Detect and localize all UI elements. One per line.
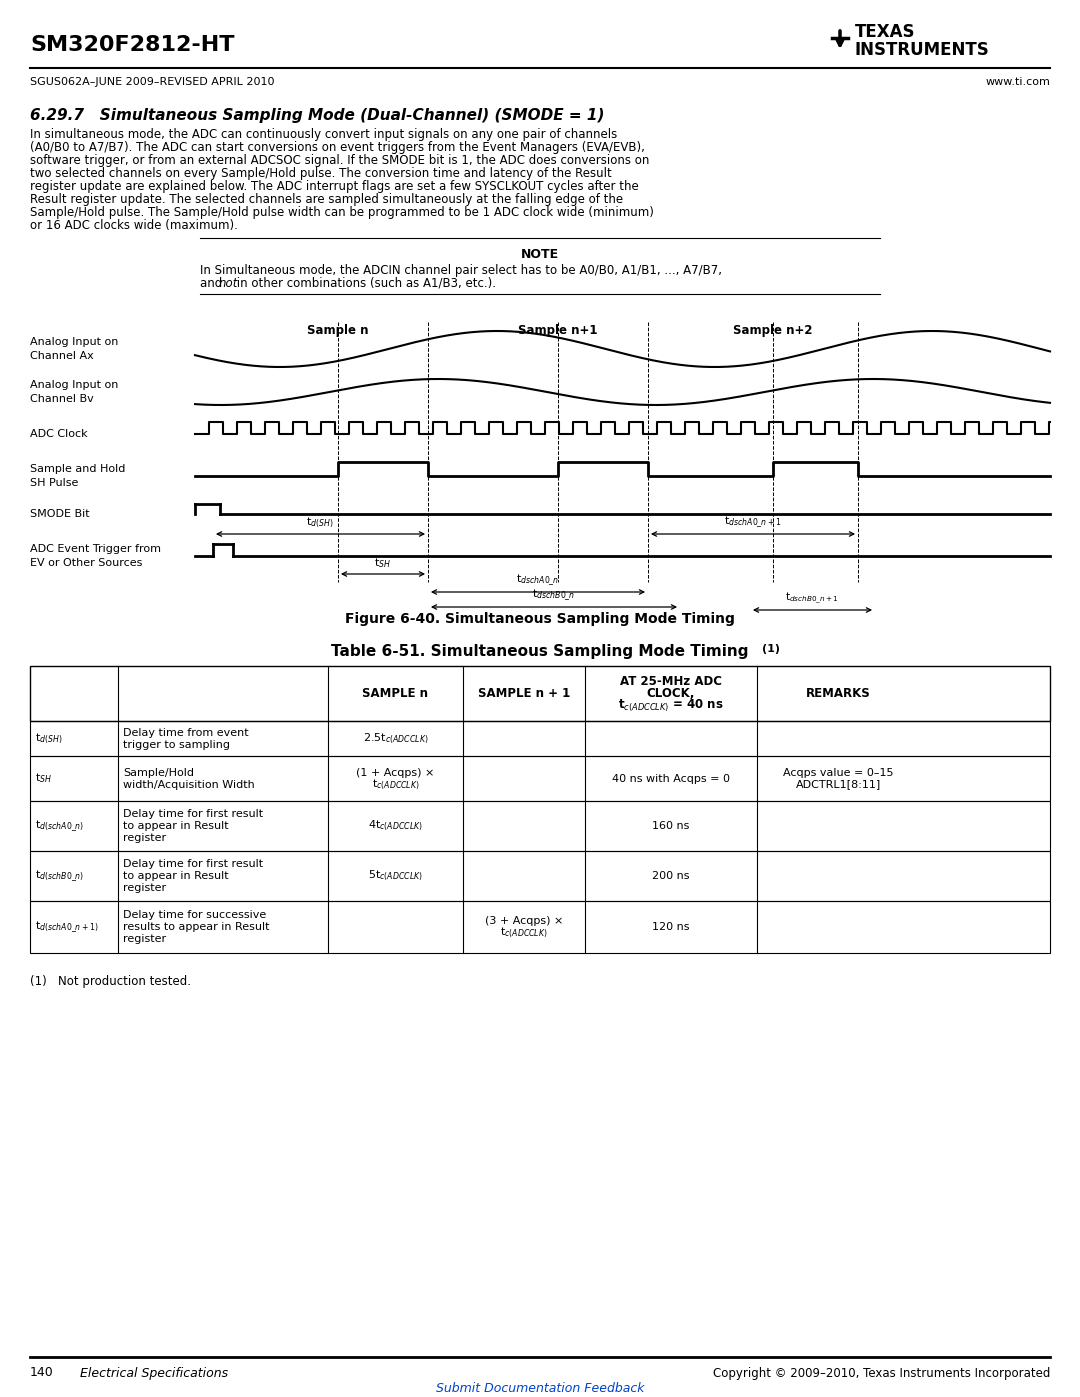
Bar <box>30 666 1050 721</box>
Text: Delay time for first result: Delay time for first result <box>123 859 264 869</box>
Text: In Simultaneous mode, the ADCIN channel pair select has to be A0/B0, A1/B1, ...,: In Simultaneous mode, the ADCIN channel … <box>200 264 723 277</box>
Text: In simultaneous mode, the ADC can continuously convert input signals on any one : In simultaneous mode, the ADC can contin… <box>30 129 618 141</box>
Text: www.ti.com: www.ti.com <box>985 77 1050 87</box>
Text: 160 ns: 160 ns <box>652 821 690 831</box>
Text: t$_{dschB0\_n+1}$: t$_{dschB0\_n+1}$ <box>785 591 839 606</box>
Text: software trigger, or from an external ADCSOC signal. If the SMODE bit is 1, the : software trigger, or from an external AD… <box>30 154 649 168</box>
Text: NOTE: NOTE <box>521 249 559 261</box>
Text: 120 ns: 120 ns <box>652 922 690 932</box>
Text: to appear in Result: to appear in Result <box>123 870 229 882</box>
Text: (A0/B0 to A7/B7). The ADC can start conversions on event triggers from the Event: (A0/B0 to A7/B7). The ADC can start conv… <box>30 141 645 154</box>
Text: 40 ns with Acqps = 0: 40 ns with Acqps = 0 <box>612 774 730 784</box>
Text: t$_{c(ADCCLK)}$: t$_{c(ADCCLK)}$ <box>372 777 419 792</box>
Text: INSTRUMENTS: INSTRUMENTS <box>855 41 989 59</box>
Text: CLOCK,: CLOCK, <box>647 687 696 700</box>
Text: 200 ns: 200 ns <box>652 870 690 882</box>
Text: t$_{dschA0\_n}$: t$_{dschA0\_n}$ <box>516 573 559 588</box>
Text: register: register <box>123 833 166 842</box>
Text: t$_{d(SH)}$: t$_{d(SH)}$ <box>35 731 63 746</box>
Text: two selected channels on every Sample/Hold pulse. The conversion time and latenc: two selected channels on every Sample/Ho… <box>30 168 611 180</box>
Text: REMARKS: REMARKS <box>806 687 870 700</box>
Bar <box>30 901 1050 953</box>
Text: Acqps value = 0–15: Acqps value = 0–15 <box>783 767 894 778</box>
Text: Sample/Hold pulse. The Sample/Hold pulse width can be programmed to be 1 ADC clo: Sample/Hold pulse. The Sample/Hold pulse… <box>30 205 653 219</box>
Text: t$_{c(ADCCLK)}$: t$_{c(ADCCLK)}$ <box>500 926 548 940</box>
Text: register update are explained below. The ADC interrupt flags are set a few SYSCL: register update are explained below. The… <box>30 180 638 193</box>
Text: 4t$_{c(ADCCLK)}$: 4t$_{c(ADCCLK)}$ <box>368 819 423 833</box>
Text: (3 + Acqps) ×: (3 + Acqps) × <box>485 916 563 926</box>
Text: 2.5t$_{c(ADCCLK)}$: 2.5t$_{c(ADCCLK)}$ <box>363 731 429 746</box>
Bar <box>30 756 1050 800</box>
Text: (1 + Acqps) ×: (1 + Acqps) × <box>356 767 434 778</box>
Text: Sample n+1: Sample n+1 <box>518 324 597 337</box>
Text: t$_{d(schA0\_n+1)}$: t$_{d(schA0\_n+1)}$ <box>35 919 98 935</box>
Text: trigger to sampling: trigger to sampling <box>123 739 230 750</box>
Text: Channel Ax: Channel Ax <box>30 351 94 360</box>
Text: ADCTRL1[8:11]: ADCTRL1[8:11] <box>796 780 881 789</box>
Text: SAMPLE n + 1: SAMPLE n + 1 <box>477 687 570 700</box>
Text: t$_{dschB0\_n}$: t$_{dschB0\_n}$ <box>532 588 576 604</box>
Text: t$_{c(ADCCLK)}$ = 40 ns: t$_{c(ADCCLK)}$ = 40 ns <box>618 697 724 714</box>
Text: Sample n+2: Sample n+2 <box>733 324 813 337</box>
Text: Delay time for first result: Delay time for first result <box>123 809 264 819</box>
Text: 5t$_{c(ADCCLK)}$: 5t$_{c(ADCCLK)}$ <box>368 869 423 883</box>
Text: t$_{dschA0\_n+1}$: t$_{dschA0\_n+1}$ <box>725 514 782 529</box>
Text: Analog Input on: Analog Input on <box>30 380 119 390</box>
Text: Sample n: Sample n <box>307 324 368 337</box>
Bar <box>30 800 1050 851</box>
Text: AT 25-MHz ADC: AT 25-MHz ADC <box>620 675 723 687</box>
Text: t$_{d(schB0\_n)}$: t$_{d(schB0\_n)}$ <box>35 869 84 884</box>
Text: t$_{d(schA0\_n)}$: t$_{d(schA0\_n)}$ <box>35 819 84 834</box>
Text: TEXAS: TEXAS <box>855 22 916 41</box>
Text: SGUS062A–JUNE 2009–REVISED APRIL 2010: SGUS062A–JUNE 2009–REVISED APRIL 2010 <box>30 77 274 87</box>
Text: 6.29.7   Simultaneous Sampling Mode (Dual-Channel) (SMODE = 1): 6.29.7 Simultaneous Sampling Mode (Dual-… <box>30 108 605 123</box>
Text: register: register <box>123 883 166 893</box>
Text: Sample/Hold: Sample/Hold <box>123 767 194 778</box>
Text: Delay time for successive: Delay time for successive <box>123 909 267 921</box>
Text: ADC Event Trigger from: ADC Event Trigger from <box>30 543 161 555</box>
Text: Sample and Hold: Sample and Hold <box>30 464 125 474</box>
Text: SM320F2812-HT: SM320F2812-HT <box>30 35 234 54</box>
Text: width/Acquisition Width: width/Acquisition Width <box>123 780 255 789</box>
Text: t$_{SH}$: t$_{SH}$ <box>375 556 392 570</box>
Text: results to appear in Result: results to appear in Result <box>123 922 270 932</box>
Text: in other combinations (such as A1/B3, etc.).: in other combinations (such as A1/B3, et… <box>233 277 496 291</box>
Text: Channel Bv: Channel Bv <box>30 394 94 404</box>
Text: register: register <box>123 935 166 944</box>
Text: (1): (1) <box>762 644 780 654</box>
Text: EV or Other Sources: EV or Other Sources <box>30 557 143 569</box>
Text: to appear in Result: to appear in Result <box>123 821 229 831</box>
Text: SAMPLE n: SAMPLE n <box>363 687 429 700</box>
Text: Delay time from event: Delay time from event <box>123 728 248 738</box>
Text: Table 6-51. Simultaneous Sampling Mode Timing: Table 6-51. Simultaneous Sampling Mode T… <box>332 644 748 659</box>
Bar <box>30 851 1050 901</box>
Text: SH Pulse: SH Pulse <box>30 478 79 488</box>
Text: SMODE Bit: SMODE Bit <box>30 509 90 520</box>
Text: not: not <box>219 277 239 291</box>
Text: Electrical Specifications: Electrical Specifications <box>80 1366 228 1379</box>
Text: t$_{d(SH)}$: t$_{d(SH)}$ <box>307 515 334 529</box>
Text: Copyright © 2009–2010, Texas Instruments Incorporated: Copyright © 2009–2010, Texas Instruments… <box>713 1366 1050 1379</box>
Text: Result register update. The selected channels are sampled simultaneously at the : Result register update. The selected cha… <box>30 193 623 205</box>
Text: ADC Clock: ADC Clock <box>30 429 87 439</box>
Text: Submit Documentation Feedback: Submit Documentation Feedback <box>435 1383 645 1396</box>
Text: t$_{SH}$: t$_{SH}$ <box>35 771 52 785</box>
Text: Analog Input on: Analog Input on <box>30 337 119 346</box>
Text: 140: 140 <box>30 1366 54 1379</box>
Text: or 16 ADC clocks wide (maximum).: or 16 ADC clocks wide (maximum). <box>30 219 238 232</box>
Bar <box>30 721 1050 756</box>
Text: and: and <box>200 277 226 291</box>
Text: Figure 6-40. Simultaneous Sampling Mode Timing: Figure 6-40. Simultaneous Sampling Mode … <box>346 612 734 626</box>
Text: (1)   Not production tested.: (1) Not production tested. <box>30 975 191 988</box>
